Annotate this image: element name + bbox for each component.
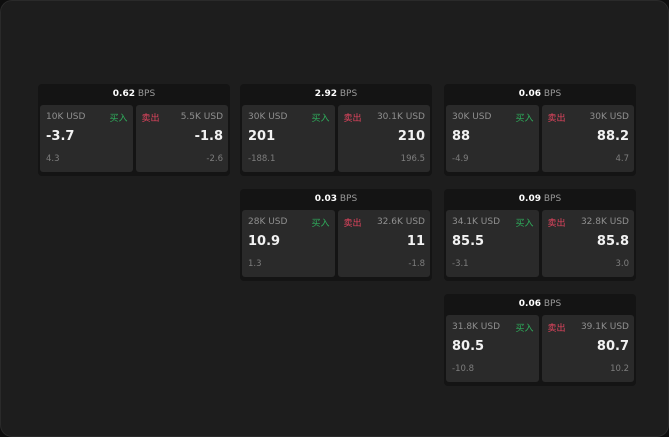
sell-change: 10.2 — [610, 364, 629, 374]
buy-amount: 28K USD — [248, 217, 288, 227]
buy-price: 85.5 — [452, 234, 485, 249]
sell-amount: 39.1K USD — [580, 322, 629, 332]
sell-price: 85.8 — [596, 234, 629, 249]
buy-change: 4.3 — [46, 154, 60, 164]
quote-panel: 0.06 BPS 31.8K USD 买入 80.5 -10.8 卖出 39.1… — [444, 294, 636, 386]
sell-amount: 30K USD — [589, 112, 629, 122]
buy-price: -3.7 — [46, 129, 75, 144]
sell-amount: 32.8K USD — [580, 217, 629, 227]
spread-unit: BPS — [137, 89, 156, 99]
buy-label: 买入 — [515, 219, 534, 229]
buy-label: 买入 — [311, 114, 330, 124]
buy-card[interactable]: 10K USD 买入 -3.7 4.3 — [40, 105, 133, 172]
sell-price: 11 — [406, 234, 425, 249]
spread-header: 0.06 BPS — [444, 294, 636, 315]
sell-card[interactable]: 卖出 5.5K USD -1.8 -2.6 — [135, 105, 228, 172]
buy-change: -188.1 — [248, 154, 276, 164]
spread-value: 2.92 — [314, 89, 337, 99]
buy-price: 10.9 — [248, 234, 281, 249]
buy-price: 88 — [452, 129, 471, 144]
buy-change: -3.1 — [452, 259, 469, 269]
buy-price: 80.5 — [452, 339, 485, 354]
buy-card[interactable]: 31.8K USD 买入 80.5 -10.8 — [446, 315, 539, 382]
sell-label: 卖出 — [141, 114, 160, 124]
sell-label: 卖出 — [547, 219, 566, 229]
spread-unit: BPS — [339, 194, 358, 204]
quote-panel: 2.92 BPS 30K USD 买入 201 -188.1 卖出 30.1K … — [240, 84, 432, 176]
sell-change: -1.8 — [408, 259, 425, 269]
buy-change: 1.3 — [248, 259, 262, 269]
sell-change: 3.0 — [615, 259, 629, 269]
buy-change: -10.8 — [452, 364, 474, 374]
spread-unit: BPS — [543, 194, 562, 204]
buy-amount: 30K USD — [248, 112, 288, 122]
buy-label: 买入 — [109, 114, 128, 124]
buy-card[interactable]: 28K USD 买入 10.9 1.3 — [242, 210, 335, 277]
buy-amount: 31.8K USD — [452, 322, 501, 332]
spread-header: 0.06 BPS — [444, 84, 636, 105]
quote-panel: 0.06 BPS 30K USD 买入 88 -4.9 卖出 30K USD 8… — [444, 84, 636, 176]
spread-header: 0.09 BPS — [444, 189, 636, 210]
spread-header: 0.62 BPS — [38, 84, 230, 105]
buy-price: 201 — [248, 129, 276, 144]
sell-label: 卖出 — [547, 114, 566, 124]
spread-value: 0.62 — [112, 89, 135, 99]
buy-label: 买入 — [515, 324, 534, 334]
spread-unit: BPS — [543, 299, 562, 309]
sell-label: 卖出 — [343, 219, 362, 229]
sell-amount: 30.1K USD — [376, 112, 425, 122]
buy-label: 买入 — [311, 219, 330, 229]
quote-panel: 0.03 BPS 28K USD 买入 10.9 1.3 卖出 32.6K US… — [240, 189, 432, 281]
spread-value: 0.09 — [518, 194, 541, 204]
spread-value: 0.06 — [518, 89, 541, 99]
sell-card[interactable]: 卖出 30.1K USD 210 196.5 — [337, 105, 430, 172]
spread-unit: BPS — [543, 89, 562, 99]
spread-value: 0.03 — [314, 194, 337, 204]
sell-price: 80.7 — [596, 339, 629, 354]
buy-change: -4.9 — [452, 154, 469, 164]
spread-value: 0.06 — [518, 299, 541, 309]
buy-amount: 30K USD — [452, 112, 492, 122]
sell-change: 196.5 — [400, 154, 425, 164]
spread-header: 0.03 BPS — [240, 189, 432, 210]
sell-price: -1.8 — [194, 129, 223, 144]
buy-amount: 10K USD — [46, 112, 86, 122]
buy-card[interactable]: 30K USD 买入 201 -188.1 — [242, 105, 335, 172]
buy-card[interactable]: 30K USD 买入 88 -4.9 — [446, 105, 539, 172]
buy-label: 买入 — [515, 114, 534, 124]
sell-change: 4.7 — [615, 154, 629, 164]
spread-unit: BPS — [339, 89, 358, 99]
sell-amount: 32.6K USD — [376, 217, 425, 227]
sell-amount: 5.5K USD — [180, 112, 223, 122]
sell-label: 卖出 — [343, 114, 362, 124]
sell-label: 卖出 — [547, 324, 566, 334]
sell-card[interactable]: 卖出 30K USD 88.2 4.7 — [541, 105, 634, 172]
quote-panel: 0.09 BPS 34.1K USD 买入 85.5 -3.1 卖出 32.8K… — [444, 189, 636, 281]
sell-change: -2.6 — [206, 154, 223, 164]
sell-card[interactable]: 卖出 32.6K USD 11 -1.8 — [337, 210, 430, 277]
quote-panel: 0.62 BPS 10K USD 买入 -3.7 4.3 卖出 5.5K USD… — [38, 84, 230, 176]
sell-price: 88.2 — [596, 129, 629, 144]
buy-amount: 34.1K USD — [452, 217, 501, 227]
sell-price: 210 — [397, 129, 425, 144]
sell-card[interactable]: 卖出 39.1K USD 80.7 10.2 — [541, 315, 634, 382]
buy-card[interactable]: 34.1K USD 买入 85.5 -3.1 — [446, 210, 539, 277]
sell-card[interactable]: 卖出 32.8K USD 85.8 3.0 — [541, 210, 634, 277]
spread-header: 2.92 BPS — [240, 84, 432, 105]
